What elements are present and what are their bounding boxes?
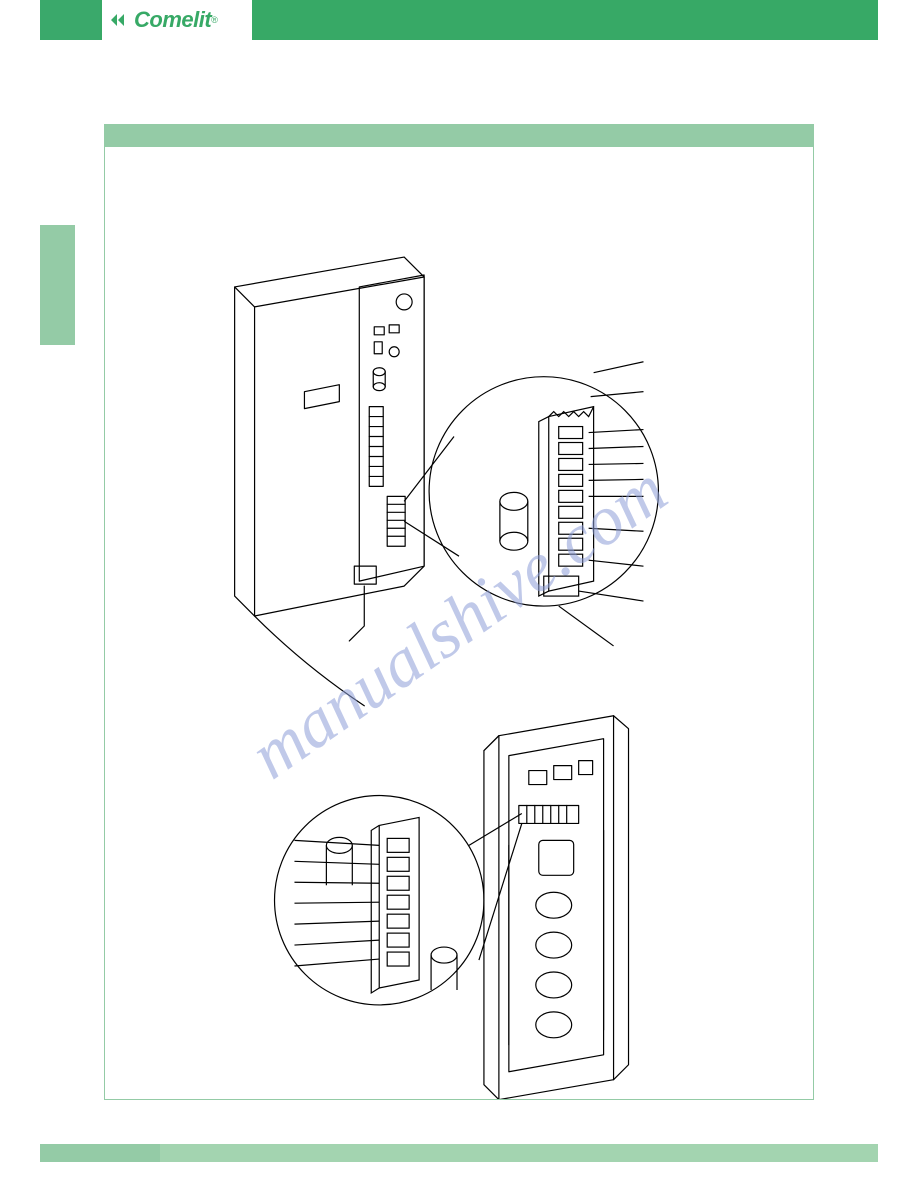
diagram-area: manualshive.com: [105, 147, 813, 1099]
brand-registered-mark: ®: [211, 15, 218, 25]
brand-logo-icon: [108, 8, 132, 32]
bottom-callout-detail: [275, 796, 522, 1005]
technical-diagram-svg: [105, 147, 813, 1099]
content-box: manualshive.com: [104, 124, 814, 1100]
brand-name: Comelit: [134, 7, 211, 33]
brand-logo: Comelit ®: [102, 0, 252, 40]
side-tab-accent: [40, 225, 75, 345]
top-callout-detail: [404, 362, 658, 646]
footer-bar: [40, 1144, 878, 1162]
header-left-accent: [40, 0, 100, 40]
bottom-device-drawing: [484, 716, 629, 1099]
footer-left-accent: [40, 1144, 160, 1162]
content-header-bar: [105, 125, 813, 147]
top-device-drawing: [235, 257, 424, 706]
